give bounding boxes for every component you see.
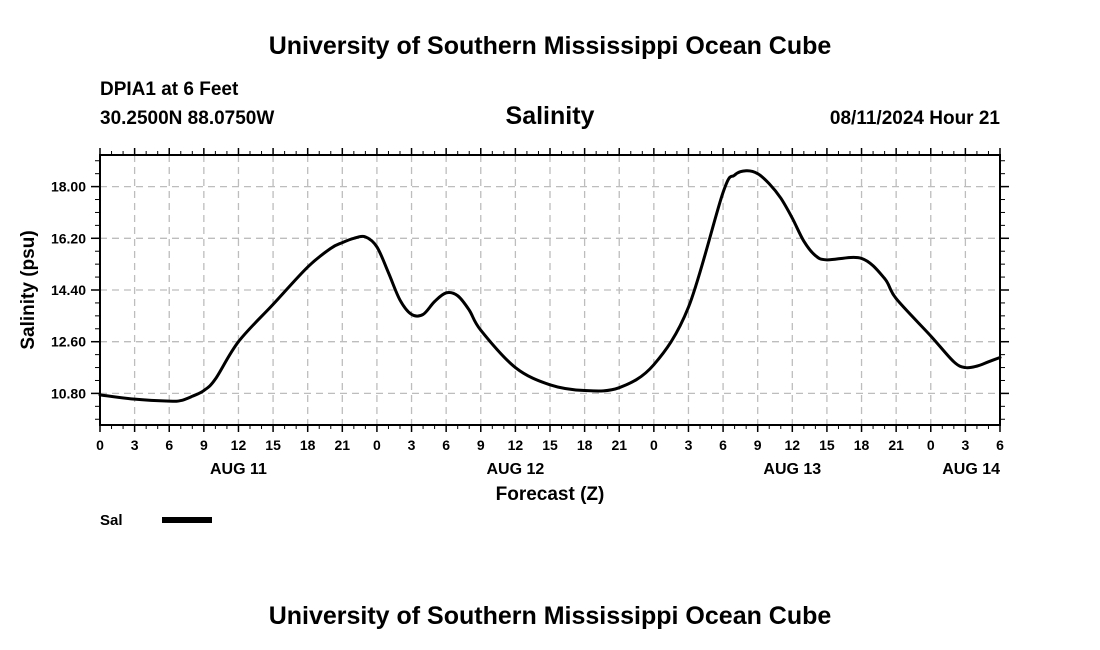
x-tick-label: 3	[961, 437, 969, 453]
x-tick-label: 6	[719, 437, 727, 453]
legend: Sal	[100, 512, 212, 529]
y-axis-label: Salinity (psu)	[18, 230, 39, 349]
y-tick-label: 10.80	[51, 385, 86, 401]
x-tick-label: 6	[165, 437, 173, 453]
legend-label: Sal	[100, 512, 123, 529]
x-tick-label: 21	[611, 437, 627, 453]
x-tick-label: 15	[819, 437, 835, 453]
x-tick-label: 0	[373, 437, 381, 453]
series-line-salinity	[98, 169, 1002, 403]
x-tick-label: 0	[927, 437, 935, 453]
y-tick-label: 18.00	[51, 179, 86, 195]
x-tick-label: 15	[265, 437, 281, 453]
date-label: AUG 14	[942, 461, 1000, 478]
x-tick-label: 21	[888, 437, 904, 453]
x-tick-label: 15	[542, 437, 558, 453]
date-label: AUG 12	[486, 461, 544, 478]
x-tick-label: 3	[685, 437, 693, 453]
x-tick-label: 12	[508, 437, 524, 453]
station-label: DPIA1 at 6 Feet	[100, 79, 239, 100]
x-axis-label: Forecast (Z)	[496, 484, 605, 505]
x-tick-label: 21	[335, 437, 351, 453]
x-tick-label: 9	[754, 437, 762, 453]
forecast-datetime: 08/11/2024 Hour 21	[830, 108, 1000, 129]
y-tick-label: 14.40	[51, 282, 86, 298]
date-label: AUG 13	[763, 461, 821, 478]
y-tick-label: 16.20	[51, 230, 86, 246]
x-tick-label: 12	[231, 437, 247, 453]
date-label: AUG 11	[210, 461, 267, 478]
plot-frame	[99, 154, 1001, 426]
x-tick-label: 18	[300, 437, 316, 453]
tick-labels: 0 3 6 9 12 15 18 21 0 3 6 9 12 15 18 21 0 3 6 9 12 15 18 21 0 3 6 A…	[51, 179, 1004, 478]
bottom-title: University of Southern Mississippi Ocean…	[269, 602, 832, 630]
x-tick-label: 18	[854, 437, 870, 453]
x-tick-label: 6	[442, 437, 450, 453]
x-tick-label: 12	[785, 437, 801, 453]
x-tick-label: 9	[477, 437, 485, 453]
x-tick-label: 0	[650, 437, 658, 453]
coordinates-label: 30.2500N 88.0750W	[100, 108, 274, 129]
x-tick-label: 0	[96, 437, 104, 453]
series-layer	[98, 169, 1002, 403]
x-tick-label: 9	[200, 437, 208, 453]
y-tick-label: 12.60	[51, 334, 86, 350]
grid	[100, 155, 1000, 425]
x-tick-label: 18	[577, 437, 593, 453]
chart-title: Salinity	[506, 102, 595, 130]
x-tick-label: 6	[996, 437, 1004, 453]
x-tick-label: 3	[408, 437, 416, 453]
top-title: University of Southern Mississippi Ocean…	[269, 32, 832, 60]
x-tick-label: 3	[131, 437, 139, 453]
